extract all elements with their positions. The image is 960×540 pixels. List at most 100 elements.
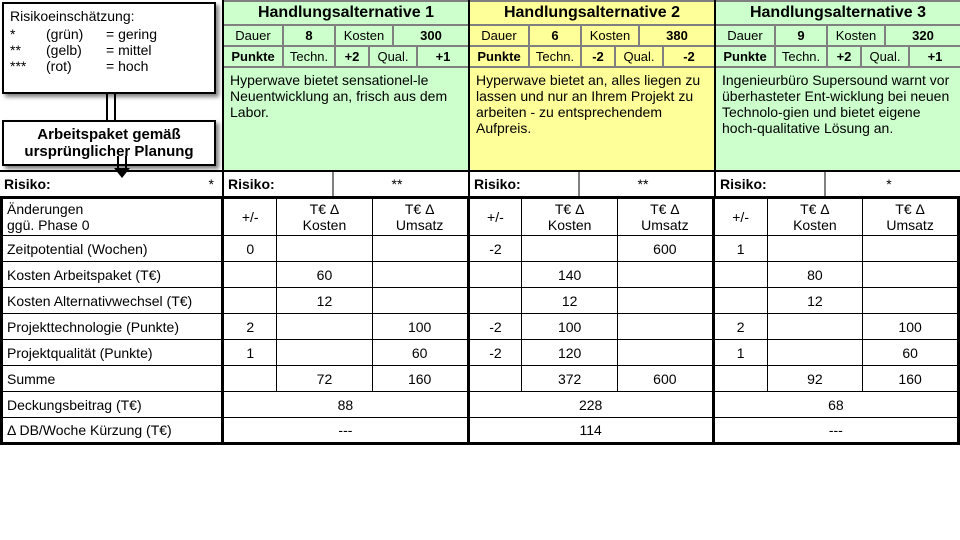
cell-umsatz xyxy=(863,288,959,314)
alternative-3: Handlungsalternative 3 Dauer 9 Kosten 32… xyxy=(714,0,960,196)
cell-kosten: 12 xyxy=(767,288,863,314)
risk-stars: ** xyxy=(334,176,460,192)
label-kosten: Kosten xyxy=(828,26,886,45)
table-header-row: Änderungen ggü. Phase 0 +/- T€ ΔKosten T… xyxy=(2,198,959,236)
label-qual: Qual. xyxy=(616,47,664,66)
label-techn: Techn. xyxy=(776,47,828,66)
cell-pm: 1 xyxy=(223,340,277,366)
risk-label: Risiko: xyxy=(224,172,334,196)
table-row: Kosten Arbeitspaket (T€)6014080 xyxy=(2,262,959,288)
cell-kosten: 372 xyxy=(522,366,618,392)
row-label: Kosten Alternativwechsel (T€) xyxy=(2,288,223,314)
cell-umsatz xyxy=(372,288,468,314)
row-label: Summe xyxy=(2,366,223,392)
legend-stars: *** xyxy=(10,58,46,74)
alt-title: Handlungsalternative 1 xyxy=(224,0,468,26)
db-a3: 68 xyxy=(713,392,958,418)
cell-umsatz xyxy=(618,314,714,340)
label-qual: Qual. xyxy=(370,47,418,66)
l2: Kosten xyxy=(548,217,592,233)
cell-pm xyxy=(468,288,522,314)
cell-umsatz: 160 xyxy=(863,366,959,392)
cell-pm: 2 xyxy=(713,314,767,340)
table-row: Projektqualität (Punkte)160-2120160 xyxy=(2,340,959,366)
cell-pm: 0 xyxy=(223,236,277,262)
alt-metrics-row1: Dauer 9 Kosten 320 xyxy=(716,26,960,47)
value-qual: -2 xyxy=(664,47,714,66)
legend-color: (rot) xyxy=(46,58,106,74)
table-row: Projekttechnologie (Punkte)2100-21002100 xyxy=(2,314,959,340)
cell-kosten xyxy=(522,236,618,262)
cell-pm: 1 xyxy=(713,236,767,262)
legend-title: Risikoeinschätzung: xyxy=(10,8,208,24)
label-kosten: Kosten xyxy=(582,26,640,45)
value-qual: +1 xyxy=(418,47,468,66)
value-dauer: 6 xyxy=(530,26,582,45)
cell-kosten: 100 xyxy=(522,314,618,340)
cell-pm: -2 xyxy=(468,340,522,366)
cell-umsatz: 160 xyxy=(372,366,468,392)
cell-umsatz xyxy=(863,236,959,262)
left-column: Risikoeinschätzung: * (grün) = gering **… xyxy=(0,0,222,196)
cell-kosten: 120 xyxy=(522,340,618,366)
col-kosten: T€ ΔKosten xyxy=(767,198,863,236)
col-umsatz: T€ ΔUmsatz xyxy=(863,198,959,236)
l1: T€ Δ xyxy=(310,201,340,217)
l2: Umsatz xyxy=(886,217,933,233)
col-kosten: T€ ΔKosten xyxy=(277,198,373,236)
cell-kosten: 12 xyxy=(522,288,618,314)
table-row: Kosten Alternativwechsel (T€) 12 12 12 xyxy=(2,288,959,314)
label-dauer: Dauer xyxy=(716,26,776,45)
cell-kosten: 80 xyxy=(767,262,863,288)
legend-color: (grün) xyxy=(46,26,106,42)
cell-pm xyxy=(223,366,277,392)
cell-pm: -2 xyxy=(468,314,522,340)
row-label: Zeitpotential (Wochen) xyxy=(2,236,223,262)
cell-pm xyxy=(468,262,522,288)
cell-umsatz: 60 xyxy=(372,340,468,366)
cell-umsatz xyxy=(372,262,468,288)
alternative-2: Handlungsalternative 2 Dauer 6 Kosten 38… xyxy=(468,0,714,196)
col-umsatz: T€ ΔUmsatz xyxy=(372,198,468,236)
cell-umsatz xyxy=(372,236,468,262)
cell-pm xyxy=(713,288,767,314)
dbw-a3: --- xyxy=(713,418,958,444)
cell-kosten: 12 xyxy=(277,288,373,314)
cell-pm: 1 xyxy=(713,340,767,366)
l1: T€ Δ xyxy=(650,201,680,217)
cell-kosten: 92 xyxy=(767,366,863,392)
col-pm: +/- xyxy=(223,198,277,236)
legend-eq: = hoch xyxy=(106,58,148,74)
row-label: Kosten Arbeitspaket (T€) xyxy=(2,262,223,288)
alternatives: Handlungsalternative 1 Dauer 8 Kosten 30… xyxy=(222,0,960,196)
l2: Umsatz xyxy=(641,217,688,233)
label-techn: Techn. xyxy=(284,47,336,66)
table-row: Zeitpotential (Wochen)0-26001 xyxy=(2,236,959,262)
value-techn: +2 xyxy=(828,47,862,66)
table-row: Summe7216037260092160 xyxy=(2,366,959,392)
risk-label: Risiko: xyxy=(470,172,580,196)
cell-kosten xyxy=(277,340,373,366)
risk-legend: Risikoeinschätzung: * (grün) = gering **… xyxy=(2,2,216,94)
risk-row-base: Risiko: * xyxy=(0,170,222,196)
value-kosten: 380 xyxy=(640,26,714,45)
value-kosten: 300 xyxy=(394,26,468,45)
legend-stars: * xyxy=(10,26,46,42)
db-a1: 88 xyxy=(223,392,468,418)
wp-line1: Arbeitspaket gemäß xyxy=(10,126,208,143)
label-techn: Techn. xyxy=(530,47,582,66)
cell-pm xyxy=(713,366,767,392)
legend-eq: = mittel xyxy=(106,42,152,58)
alt-metrics-row1: Dauer 6 Kosten 380 xyxy=(470,26,714,47)
value-kosten: 320 xyxy=(886,26,960,45)
col-kosten: T€ ΔKosten xyxy=(522,198,618,236)
worksheet: Risikoeinschätzung: * (grün) = gering **… xyxy=(0,0,960,445)
alternative-1: Handlungsalternative 1 Dauer 8 Kosten 30… xyxy=(222,0,468,196)
cell-kosten xyxy=(767,314,863,340)
arrow-down-icon xyxy=(112,156,132,181)
risk-stars: * xyxy=(209,176,214,192)
l2: Umsatz xyxy=(396,217,443,233)
col-umsatz: T€ ΔUmsatz xyxy=(618,198,714,236)
cell-umsatz: 60 xyxy=(863,340,959,366)
label-punkte: Punkte xyxy=(470,47,530,66)
